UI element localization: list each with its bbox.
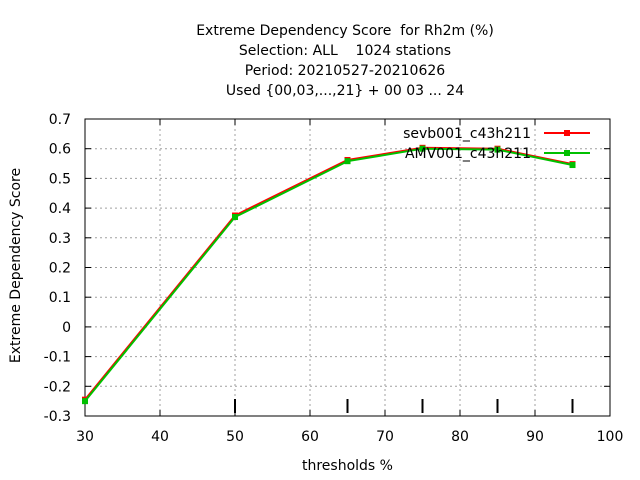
x-tick-label: 100 [597,429,624,445]
y-tick-label: 0.7 [49,112,71,128]
y-tick-label: 0.2 [49,261,71,277]
y-tick-label: 0.1 [49,290,71,306]
y-tick-label: 0.6 [49,142,71,158]
series [82,144,576,405]
legend: sevb001_c43h211 AMV001_c43h211 [403,126,590,162]
x-tick-label: 40 [151,429,169,445]
y-axis: -0.3 -0.2 -0.1 0 0.1 0.2 0.3 0.4 0.5 0.6 0.7 [44,112,610,425]
y-tick-label: -0.2 [44,379,71,395]
legend-label: AMV001_c43h211 [405,146,531,162]
legend-label: sevb001_c43h211 [403,126,531,142]
data-point [232,214,238,221]
data-point [494,146,501,153]
data-point [82,398,88,405]
legend-marker [564,130,570,136]
y-tick-label: 0.5 [49,171,71,187]
threshold-marks [234,399,574,413]
title-line: Period: 20210527-20210626 [245,63,445,79]
y-tick-label: -0.1 [44,350,71,366]
title-line: Selection: ALL 1024 stations [239,43,451,59]
x-axis: 30 40 50 60 70 80 90 100 [76,119,623,445]
y-tick-label: -0.3 [44,409,71,425]
y-tick-label: 0.3 [49,231,71,247]
series-line [84,147,573,402]
data-point [419,145,426,152]
title-line: Used {00,03,...,21} + 00 03 ... 24 [226,83,464,99]
chart-title: Extreme Dependency Score for Rh2m (%) Sel… [196,23,494,99]
y-axis-label: Extreme Dependency Score [8,168,24,363]
y-tick-label: 0 [62,320,71,336]
x-tick-label: 70 [376,429,394,445]
y-tick-label: 0.4 [49,201,71,217]
data-point [344,158,351,165]
x-tick-label: 50 [226,429,244,445]
x-tick-label: 60 [301,429,319,445]
title-line: Extreme Dependency Score for Rh2m (%) [196,23,494,39]
x-tick-label: 90 [526,429,544,445]
data-point [569,162,576,169]
x-tick-label: 80 [451,429,469,445]
x-axis-label: thresholds % [302,458,393,474]
x-tick-label: 30 [76,429,94,445]
series-line [84,146,573,401]
legend-marker [564,150,570,156]
